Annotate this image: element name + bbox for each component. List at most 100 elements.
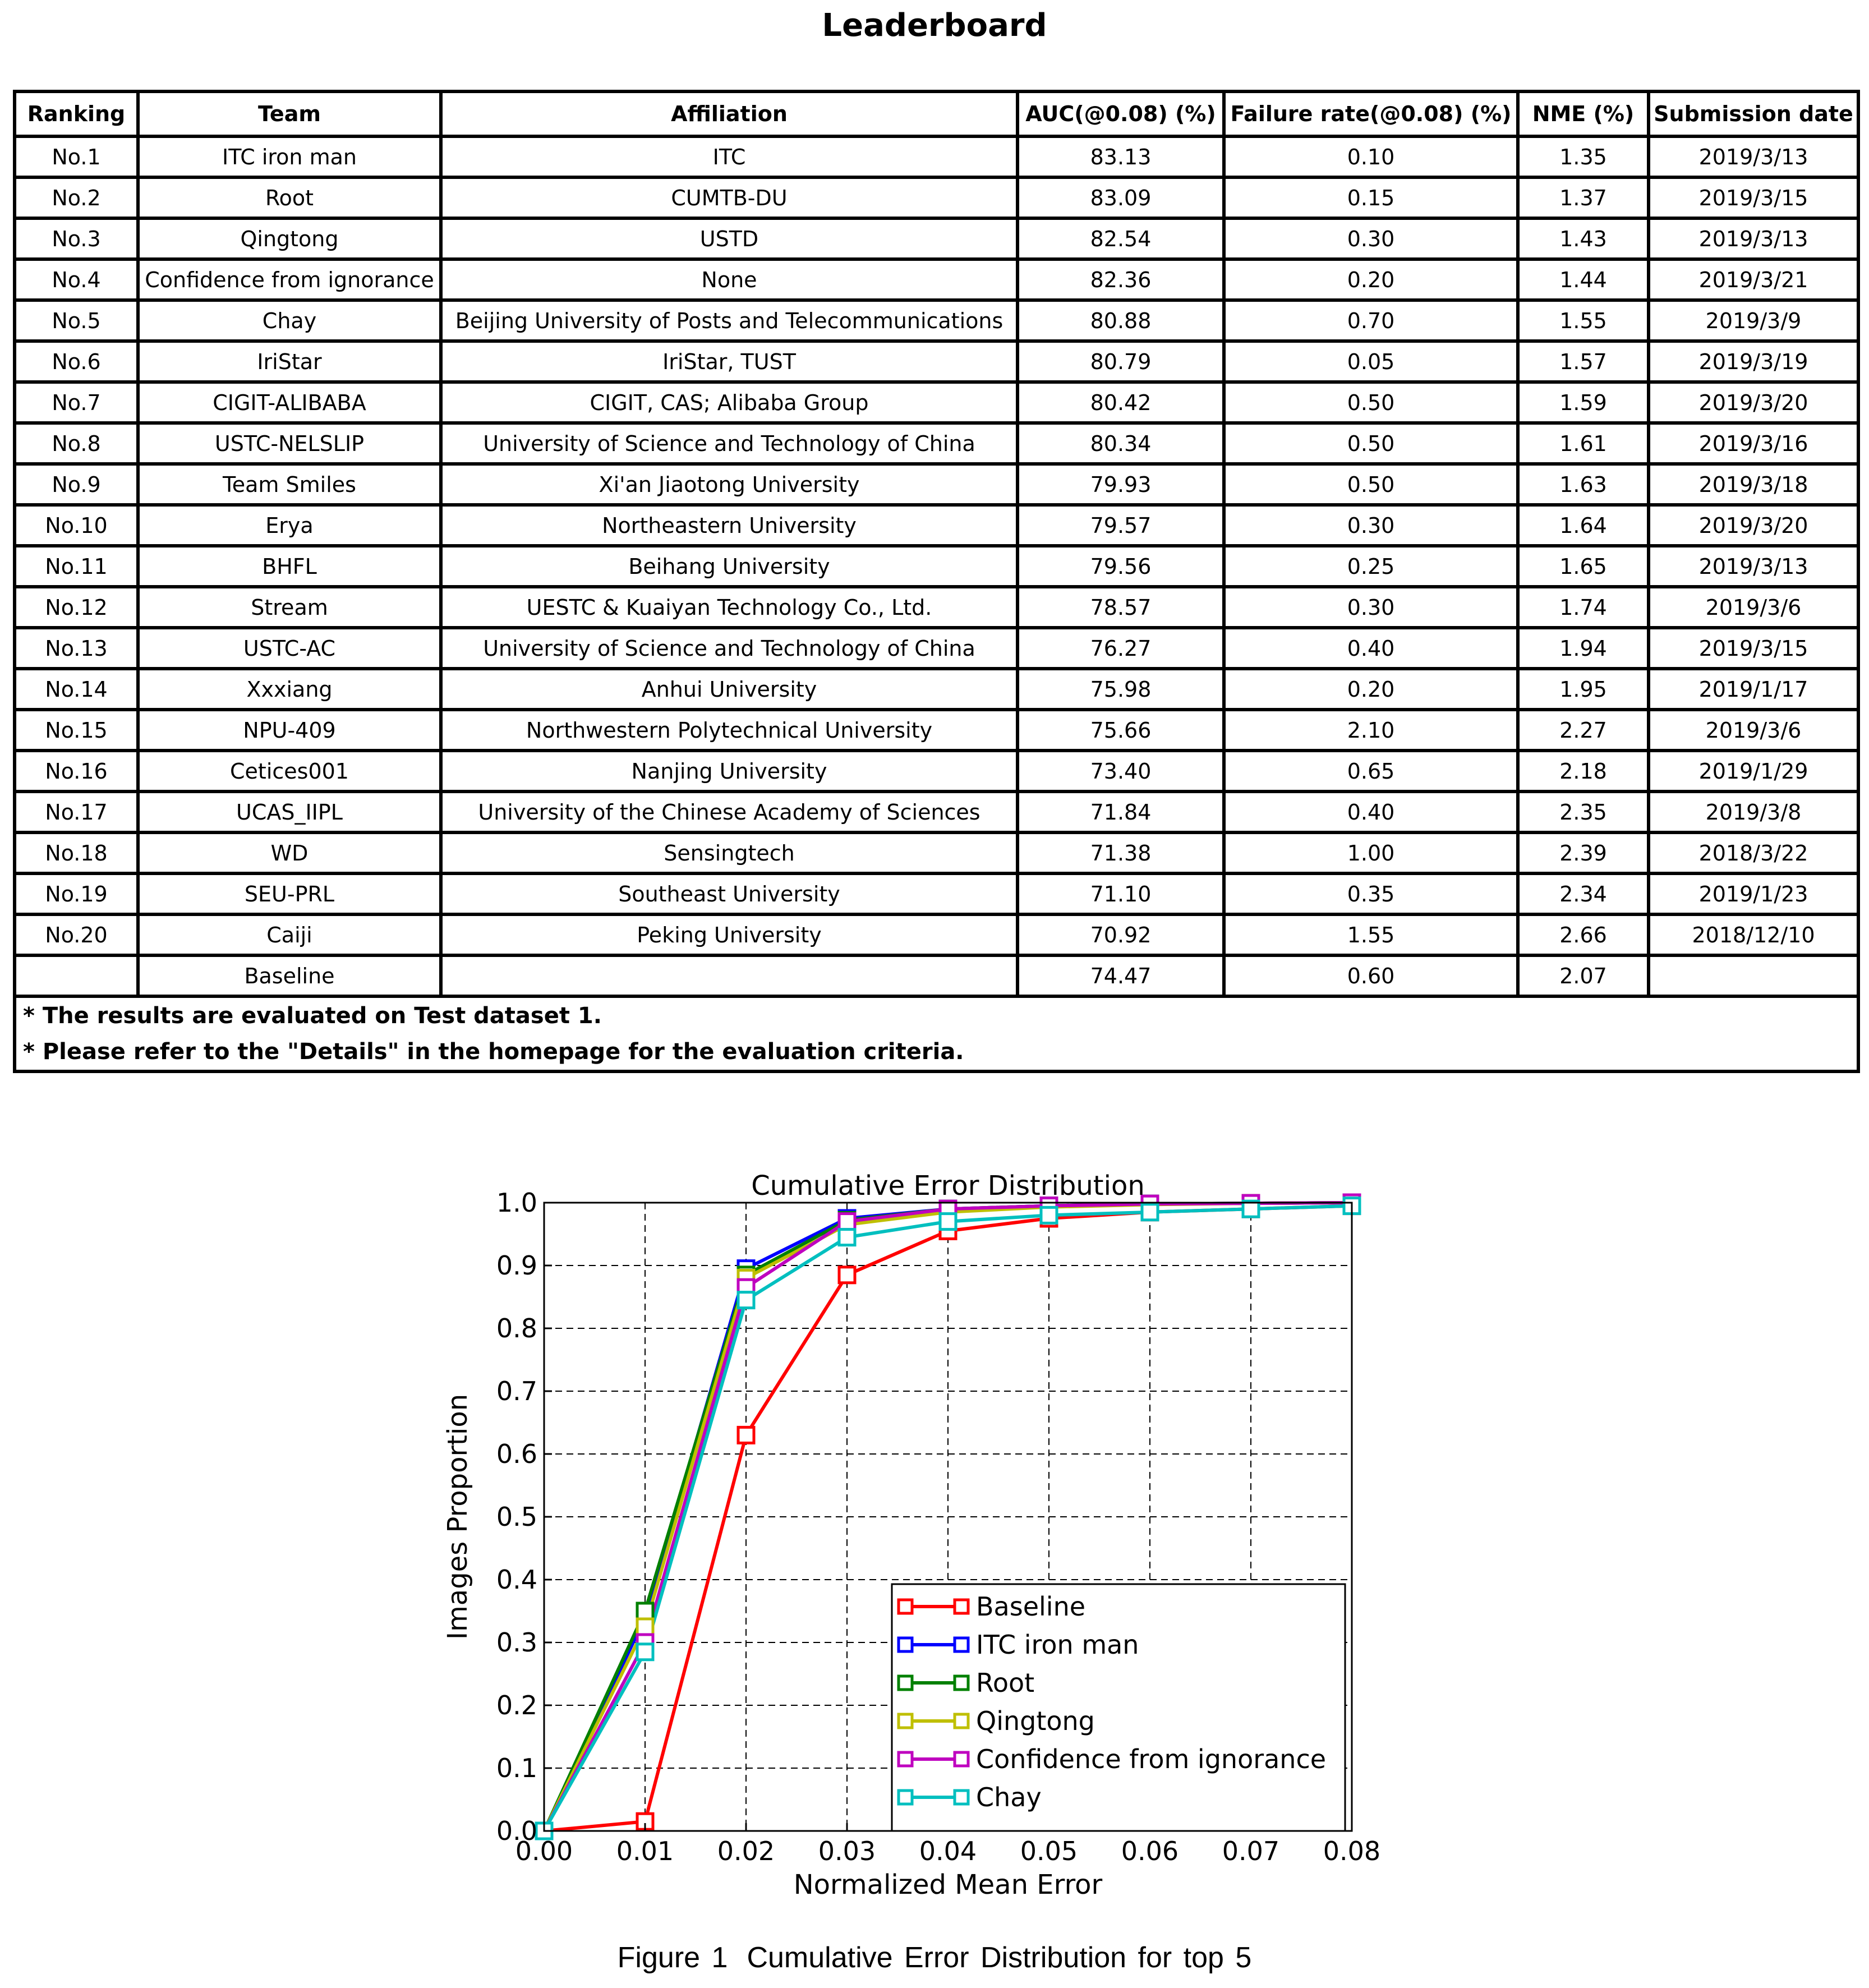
cell-failure-rate: 0.20 bbox=[1222, 257, 1520, 302]
cell-failure-rate: 0.40 bbox=[1222, 790, 1520, 834]
cell-ranking: No.6 bbox=[13, 339, 140, 384]
data-point-marker bbox=[938, 1212, 957, 1231]
cell-ranking: No.19 bbox=[13, 872, 140, 916]
cell-failure-rate: 0.25 bbox=[1222, 544, 1520, 588]
table-row: No.10 Erya Northeastern University 79.57 0.3… bbox=[13, 503, 1860, 547]
cell-submission-date: 2019/3/6 bbox=[1647, 585, 1860, 629]
cell-ranking: No.4 bbox=[13, 257, 140, 302]
cell-ranking: No.16 bbox=[13, 749, 140, 793]
cell-nme: 1.59 bbox=[1516, 380, 1650, 425]
table-row: Baseline 74.47 0.60 2.07 bbox=[13, 954, 1860, 998]
column-header-ranking: Ranking bbox=[13, 90, 140, 138]
cell-team: Baseline bbox=[136, 954, 443, 998]
data-point-marker bbox=[636, 1642, 655, 1662]
cell-ranking bbox=[13, 954, 140, 998]
cell-nme: 2.39 bbox=[1516, 831, 1650, 875]
cell-team: IriStar bbox=[136, 339, 443, 384]
cell-ranking: No.14 bbox=[13, 667, 140, 711]
cell-affiliation: UESTC & Kuaiyan Technology Co., Ltd. bbox=[439, 585, 1019, 629]
cell-ranking: No.3 bbox=[13, 217, 140, 261]
cell-ranking: No.10 bbox=[13, 503, 140, 547]
cell-nme: 1.94 bbox=[1516, 626, 1650, 670]
cell-nme: 1.55 bbox=[1516, 298, 1650, 343]
legend-marker bbox=[953, 1751, 970, 1768]
cell-affiliation: Beihang University bbox=[439, 544, 1019, 588]
cell-nme: 2.07 bbox=[1516, 954, 1650, 998]
cell-ranking: No.11 bbox=[13, 544, 140, 588]
cell-nme: 1.37 bbox=[1516, 176, 1650, 220]
column-header-team: Team bbox=[136, 90, 443, 138]
data-point-marker bbox=[736, 1291, 756, 1310]
page-title: Leaderboard bbox=[822, 7, 1047, 44]
x-tick-label: 0.03 bbox=[818, 1836, 876, 1866]
table-row: No.19 SEU-PRL Southeast University 71.10 0.3… bbox=[13, 872, 1860, 916]
cell-auc: 76.27 bbox=[1016, 626, 1226, 670]
cell-nme: 1.61 bbox=[1516, 421, 1650, 466]
cell-affiliation: Xi'an Jiaotong University bbox=[439, 462, 1019, 507]
cell-auc: 73.40 bbox=[1016, 749, 1226, 793]
data-point-marker bbox=[736, 1425, 756, 1444]
cell-submission-date: 2019/1/29 bbox=[1647, 749, 1860, 793]
cell-affiliation: Sensingtech bbox=[439, 831, 1019, 875]
cell-failure-rate: 0.20 bbox=[1222, 667, 1520, 711]
cell-nme: 1.43 bbox=[1516, 217, 1650, 261]
legend-marker bbox=[897, 1674, 914, 1691]
cell-submission-date: 2019/3/15 bbox=[1647, 626, 1860, 670]
cell-team: UCAS_IIPL bbox=[136, 790, 443, 834]
legend-label: ITC iron man bbox=[976, 1630, 1139, 1660]
table-row: No.4 Confidence from ignorance None 82.36 0.… bbox=[13, 257, 1860, 302]
cell-team: USTC-AC bbox=[136, 626, 443, 670]
cell-auc: 79.56 bbox=[1016, 544, 1226, 588]
cell-auc: 75.66 bbox=[1016, 708, 1226, 752]
table-row: No.13 USTC-AC University of Science and Te… bbox=[13, 626, 1860, 670]
cell-auc: 74.47 bbox=[1016, 954, 1226, 998]
cell-team: Confidence from ignorance bbox=[136, 257, 443, 302]
cell-affiliation: USTD bbox=[439, 217, 1019, 261]
legend-marker bbox=[953, 1713, 970, 1729]
cell-auc: 80.79 bbox=[1016, 339, 1226, 384]
cell-affiliation: Southeast University bbox=[439, 872, 1019, 916]
table-row: No.1 ITC iron man ITC 83.13 0.10 1.35 2019/3/1… bbox=[13, 135, 1860, 179]
cell-team: SEU-PRL bbox=[136, 872, 443, 916]
cell-affiliation: IriStar, TUST bbox=[439, 339, 1019, 384]
cell-auc: 79.93 bbox=[1016, 462, 1226, 507]
column-header-auc: AUC(@0.08) (%) bbox=[1016, 90, 1226, 138]
cell-submission-date: 2019/1/17 bbox=[1647, 667, 1860, 711]
column-header-affiliation: Affiliation bbox=[439, 90, 1019, 138]
legend-marker bbox=[953, 1789, 970, 1806]
cell-affiliation bbox=[439, 954, 1019, 998]
legend-marker bbox=[897, 1751, 914, 1768]
cell-auc: 83.13 bbox=[1016, 135, 1226, 179]
cell-affiliation: CUMTB-DU bbox=[439, 176, 1019, 220]
legend-label: Chay bbox=[976, 1782, 1042, 1812]
figure-caption-text: Cumulative Error Distribution for top 5 bbox=[747, 1941, 1252, 1974]
cell-failure-rate: 0.15 bbox=[1222, 176, 1520, 220]
cell-team: ITC iron man bbox=[136, 135, 443, 179]
legend-label: Confidence from ignorance bbox=[976, 1744, 1326, 1774]
table-note: * The results are evaluated on Test data… bbox=[13, 995, 1860, 1034]
cell-nme: 2.18 bbox=[1516, 749, 1650, 793]
cell-submission-date bbox=[1647, 954, 1860, 998]
cell-nme: 2.27 bbox=[1516, 708, 1650, 752]
table-row: No.16 Cetices001 Nanjing University 73.40 0.… bbox=[13, 749, 1860, 793]
data-point-marker bbox=[1241, 1199, 1260, 1218]
cell-failure-rate: 0.50 bbox=[1222, 421, 1520, 466]
y-axis-label: Images Proportion bbox=[442, 1394, 473, 1640]
x-tick-label: 0.05 bbox=[1020, 1836, 1078, 1866]
cell-ranking: No.12 bbox=[13, 585, 140, 629]
table-row: No.7 CIGIT-ALIBABA CIGIT, CAS; Alibaba Gro… bbox=[13, 380, 1860, 425]
figure-caption: Figure 1 Cumulative Error Distribution fo… bbox=[0, 1935, 1869, 1980]
cell-ranking: No.20 bbox=[13, 913, 140, 957]
x-tick-label: 0.01 bbox=[616, 1836, 674, 1866]
cell-nme: 1.63 bbox=[1516, 462, 1650, 507]
table-row: No.20 Caiji Peking University 70.92 1.55 2.66… bbox=[13, 913, 1860, 957]
cumulative-error-chart: 0.00 0.01 0.02 0.03 0.04 0.05 0.06 0.07 0.08 0.0 0… bbox=[426, 1167, 1391, 1941]
cell-team: Xxxiang bbox=[136, 667, 443, 711]
cell-auc: 80.88 bbox=[1016, 298, 1226, 343]
cell-failure-rate: 0.40 bbox=[1222, 626, 1520, 670]
cell-failure-rate: 0.65 bbox=[1222, 749, 1520, 793]
cell-failure-rate: 2.10 bbox=[1222, 708, 1520, 752]
table-row: No.3 Qingtong USTD 82.54 0.30 1.43 2019/3/13 bbox=[13, 217, 1860, 261]
table-body: No.1 ITC iron man ITC 83.13 0.10 1.35 2019/3/1… bbox=[13, 135, 1860, 998]
cell-auc: 80.34 bbox=[1016, 421, 1226, 466]
